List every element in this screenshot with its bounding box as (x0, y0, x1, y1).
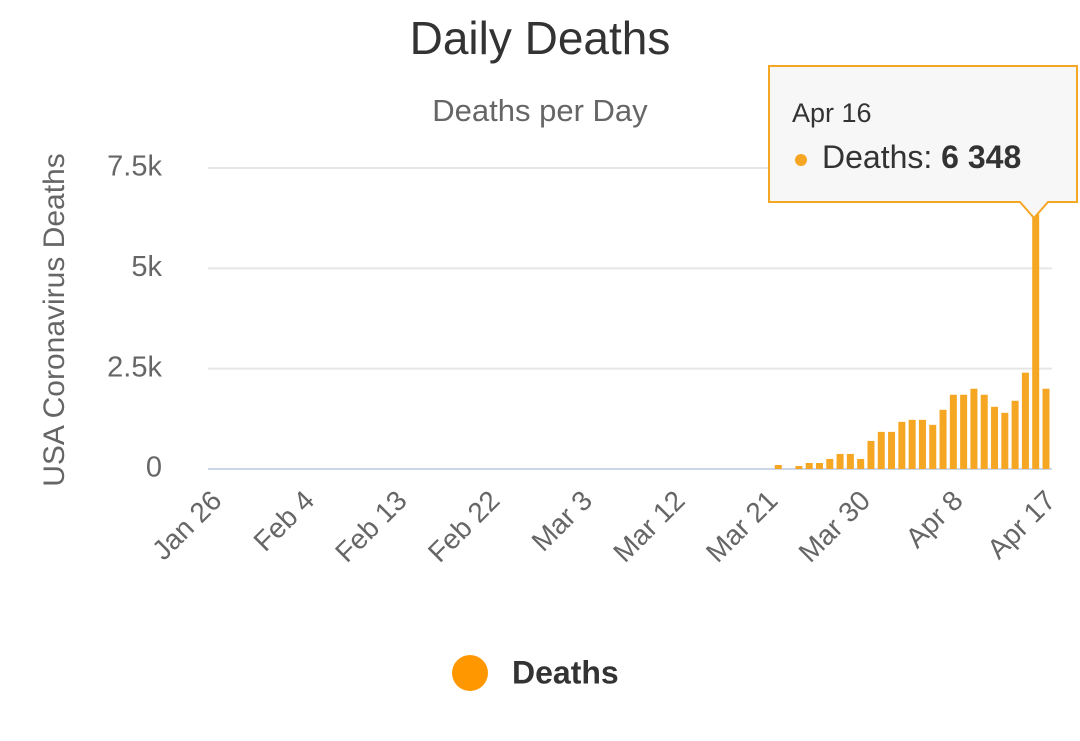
x-tick-label: Jan 26 (146, 485, 227, 566)
bar (918, 419, 926, 469)
bar (980, 394, 988, 469)
chart-title: Daily Deaths (410, 12, 671, 64)
bar (960, 394, 968, 469)
bar (1011, 400, 1019, 469)
bar (908, 419, 916, 469)
bar (846, 453, 854, 469)
x-tick-label: Apr 8 (900, 485, 969, 554)
tooltip-title: Apr 16 (792, 98, 872, 128)
bar (826, 458, 834, 469)
y-tick-label: 5k (131, 251, 162, 283)
tooltip-label: Deaths: (822, 139, 932, 175)
bar (898, 421, 906, 469)
legend-label[interactable]: Deaths (512, 654, 619, 690)
x-tick-label: Feb 13 (329, 485, 413, 569)
x-tick-label: Mar 21 (700, 485, 784, 569)
legend-marker[interactable] (452, 655, 488, 691)
bar (929, 424, 937, 469)
bar (857, 458, 865, 469)
bar (795, 465, 803, 469)
bar (1032, 214, 1040, 469)
bar (836, 453, 844, 469)
bar (888, 431, 896, 469)
tooltip-text: Deaths: 6 348 (822, 139, 1021, 175)
bar (774, 464, 782, 469)
y-tick-label: 7.5k (107, 151, 162, 183)
x-tick-label: Mar 30 (793, 485, 877, 569)
chart-subtitle: Deaths per Day (432, 93, 648, 128)
bar (991, 406, 999, 469)
bar (949, 394, 957, 469)
y-axis-label: USA Coronavirus Deaths (38, 153, 71, 487)
x-tick-label: Mar 12 (607, 485, 691, 569)
bar (1021, 372, 1029, 469)
bar (1001, 412, 1009, 469)
x-tick-label: Feb 4 (248, 485, 321, 558)
tooltip-marker (795, 154, 807, 166)
y-tick-label: 0 (146, 452, 162, 484)
bar (1042, 388, 1050, 469)
bar (939, 409, 947, 469)
bar (815, 462, 823, 469)
x-tick-label: Apr 17 (981, 485, 1061, 565)
tooltip-box (768, 65, 1078, 220)
x-tick-label: Mar 3 (526, 485, 599, 558)
tooltip-value: 6 348 (941, 139, 1021, 175)
bar (805, 462, 813, 469)
y-tick-label: 2.5k (107, 351, 162, 383)
x-tick-label: Feb 22 (422, 485, 506, 569)
bar (867, 440, 875, 469)
bar (877, 431, 885, 469)
bar (970, 388, 978, 469)
tooltip: Apr 16 Deaths: 6 348 (768, 65, 1078, 220)
